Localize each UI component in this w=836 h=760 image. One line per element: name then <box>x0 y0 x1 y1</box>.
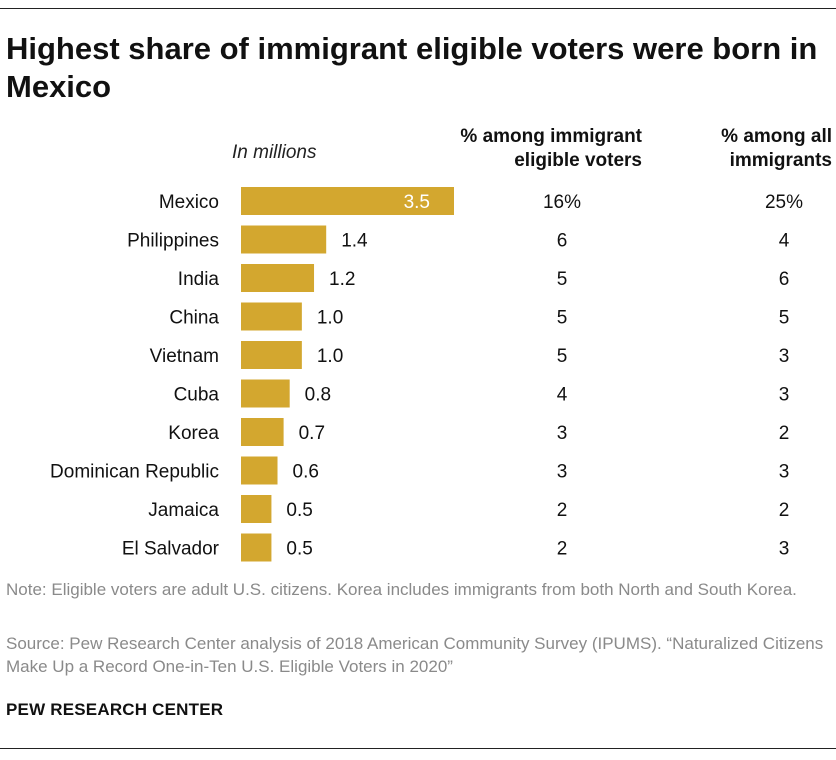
bar <box>241 187 454 215</box>
bar-value-label: 0.5 <box>286 500 312 521</box>
chart-title: Highest share of immigrant eligible vote… <box>6 31 818 104</box>
bar-value-label: 3.5 <box>404 192 430 213</box>
cell-all-immigrants: 3 <box>779 346 790 367</box>
cell-eligible-voters: 6 <box>557 231 568 252</box>
cell-all-immigrants: 6 <box>779 269 790 290</box>
bar <box>241 418 284 446</box>
cell-all-immigrants: 5 <box>779 308 790 329</box>
bar-value-label: 1.4 <box>341 231 368 252</box>
bar-value-label: 1.0 <box>317 346 343 367</box>
bar <box>241 456 278 485</box>
bar <box>241 264 315 292</box>
bar-value-label: 1.2 <box>329 269 355 290</box>
cell-eligible-voters: 5 <box>557 269 568 290</box>
bar-value-label: 1.0 <box>317 308 343 329</box>
cell-all-immigrants: 3 <box>779 462 790 483</box>
bar-value-label: 0.5 <box>286 539 312 560</box>
category-label: El Salvador <box>122 539 220 560</box>
cell-eligible-voters: 2 <box>557 539 568 560</box>
bar <box>241 379 290 408</box>
bar <box>241 341 302 369</box>
category-label: Dominican Republic <box>50 462 219 483</box>
category-label: Vietnam <box>150 346 219 367</box>
column-header-all-immigrants: % among all immigrants <box>721 126 832 171</box>
bar-value-label: 0.8 <box>305 385 331 406</box>
category-label: Korea <box>168 423 219 444</box>
category-label: India <box>178 269 220 290</box>
bar-value-label: 0.7 <box>299 423 325 444</box>
bar <box>241 225 327 254</box>
cell-eligible-voters: 3 <box>557 462 568 483</box>
cell-all-immigrants: 25% <box>765 192 803 213</box>
cell-eligible-voters: 5 <box>557 308 568 329</box>
cell-eligible-voters: 16% <box>543 192 581 213</box>
cell-eligible-voters: 5 <box>557 346 568 367</box>
bar <box>241 495 272 523</box>
cell-eligible-voters: 2 <box>557 500 568 521</box>
category-label: Philippines <box>127 231 219 252</box>
cell-eligible-voters: 3 <box>557 423 568 444</box>
cell-eligible-voters: 4 <box>557 385 568 406</box>
brand-label: PEW RESEARCH CENTER <box>6 700 224 719</box>
bar <box>241 302 302 331</box>
bottom-rule <box>0 748 836 749</box>
category-label: Jamaica <box>148 500 219 521</box>
bar-chart: Mexico 3.5 16% 25% Philippines 1.4 6 4 India 1.2 5… <box>50 187 803 562</box>
bar <box>241 533 272 562</box>
units-label: In millions <box>232 142 317 163</box>
category-label: Cuba <box>174 385 220 406</box>
cell-all-immigrants: 2 <box>779 423 790 444</box>
category-label: China <box>169 308 219 329</box>
chart-source: Source: Pew Research Center analysis of … <box>6 634 824 676</box>
cell-all-immigrants: 4 <box>779 231 790 252</box>
column-header-eligible-voters: % among immigrant eligible voters <box>460 126 642 171</box>
cell-all-immigrants: 3 <box>779 385 790 406</box>
top-rule <box>0 8 836 9</box>
category-label: Mexico <box>159 192 219 213</box>
cell-all-immigrants: 2 <box>779 500 790 521</box>
bar-value-label: 0.6 <box>293 462 319 483</box>
chart-note: Note: Eligible voters are adult U.S. cit… <box>6 580 797 599</box>
cell-all-immigrants: 3 <box>779 539 790 560</box>
